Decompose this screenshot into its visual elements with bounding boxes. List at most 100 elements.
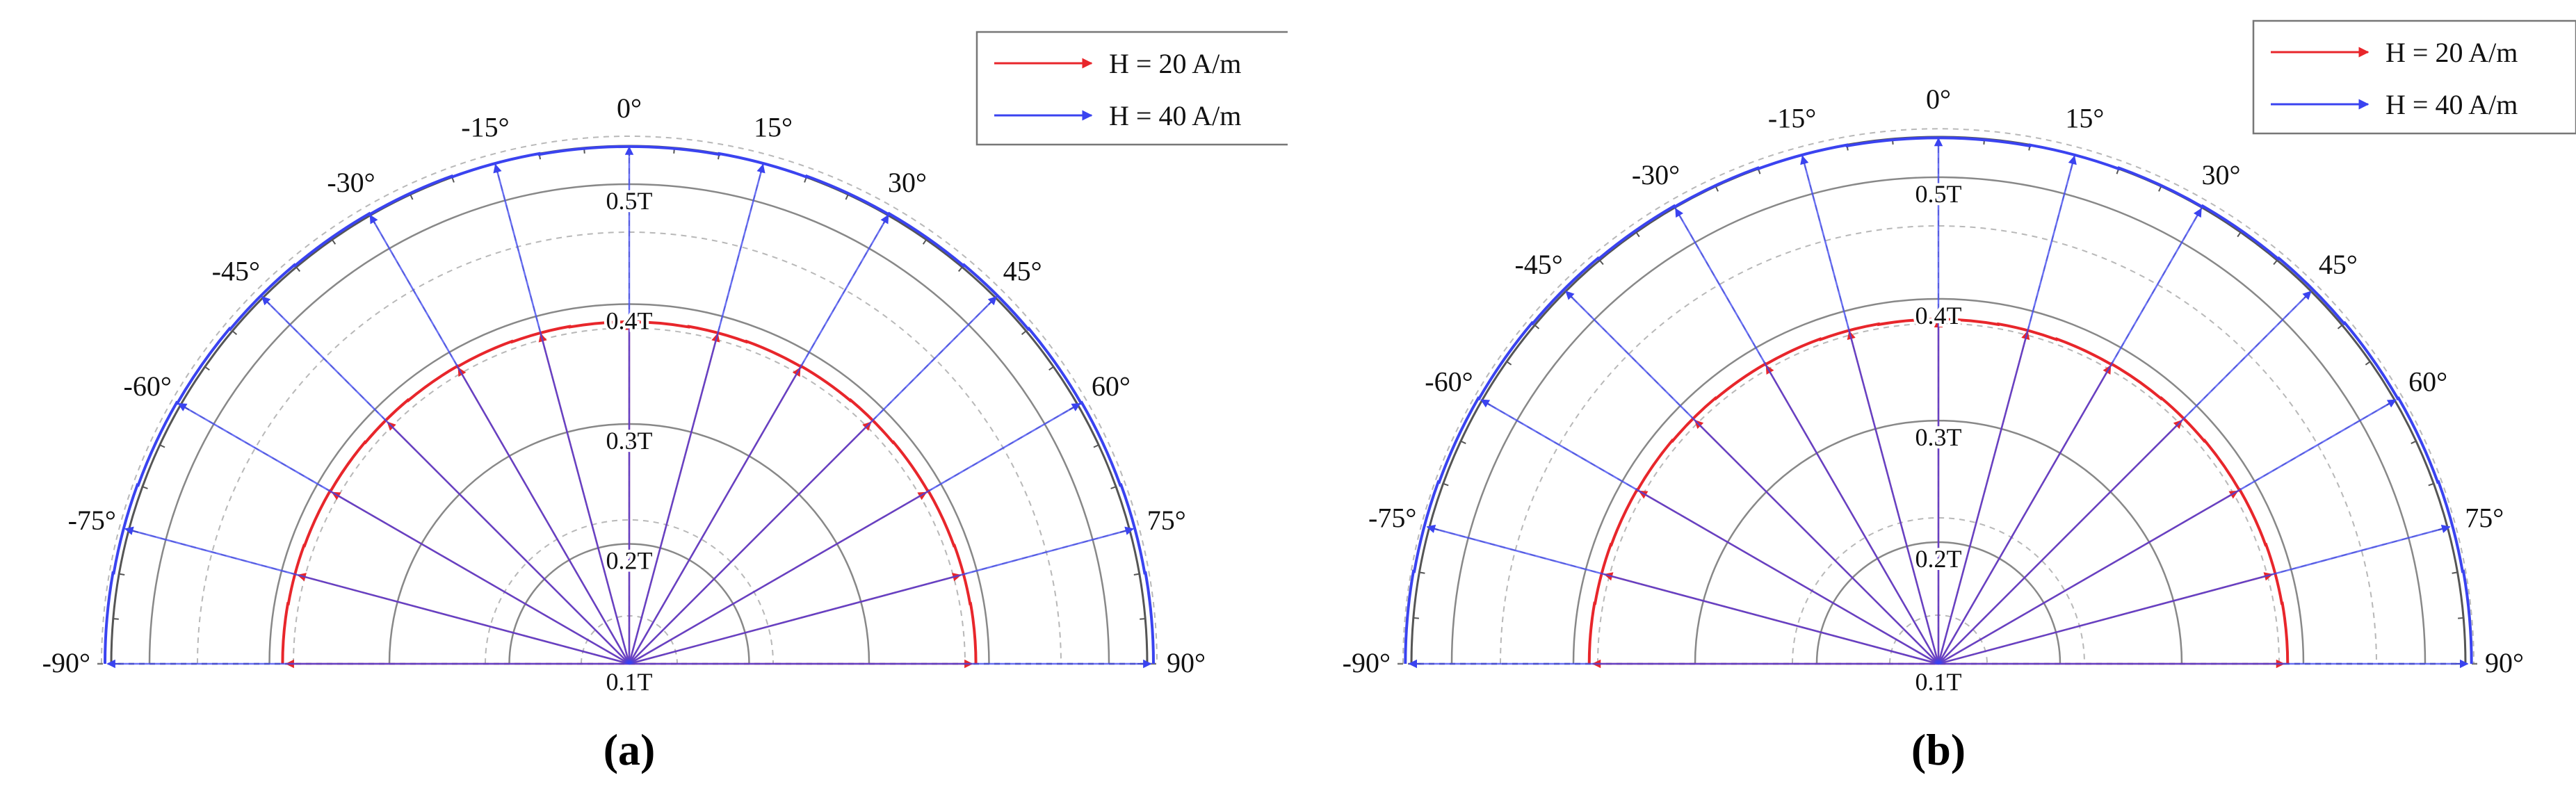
grid-ring-minor: [1402, 128, 2474, 664]
angle-tick-mark: [119, 573, 125, 576]
panel-label: (b): [1911, 725, 1966, 774]
angle-tick-label: -90°: [1343, 647, 1391, 678]
angle-tick-mark: [1715, 186, 1719, 192]
series-1-arrow: [629, 526, 1135, 665]
grid-ring-minor: [1792, 517, 2085, 664]
series-1-arrow: [1565, 291, 1939, 664]
angle-tick-mark: [2452, 571, 2458, 574]
angle-tick-label: 0°: [1926, 83, 1951, 115]
angle-tick-label: -90°: [42, 647, 90, 678]
angle-tick-mark: [1460, 440, 1466, 444]
panel-label: (a): [604, 725, 656, 774]
radial-tick-label: 0.1T: [1915, 668, 1962, 696]
angle-tick-mark: [2237, 231, 2242, 238]
series-1-arrow: [177, 402, 630, 665]
angle-tick-label: 90°: [1167, 647, 1206, 678]
grid-ring-minor: [1500, 225, 2377, 664]
angle-tick-label: 60°: [2408, 366, 2447, 398]
angle-tick-label: 75°: [1147, 505, 1186, 536]
series-1-arrow: [629, 402, 1081, 665]
angle-tick-label: 90°: [2485, 647, 2524, 678]
angle-tick-label: -60°: [1425, 366, 1473, 398]
angle-tick-mark: [922, 239, 927, 245]
series-1-arrow: [261, 295, 630, 664]
angle-tick-mark: [2458, 617, 2464, 619]
angle-tick-mark: [1506, 361, 1512, 366]
series-1-arrow: [493, 163, 631, 664]
angle-tick-mark: [957, 266, 963, 272]
series-1-arrow: [1800, 155, 1940, 664]
angle-tick-mark: [1133, 573, 1140, 576]
series-1-arrow: [1480, 399, 1939, 665]
radial-tick-label: 0.3T: [1915, 423, 1962, 451]
radial-tick-label: 0.1T: [606, 668, 653, 696]
angle-tick-label: -45°: [212, 255, 260, 286]
angle-tick-mark: [232, 330, 238, 336]
angle-tick-mark: [1419, 571, 1425, 574]
radial-tick-label: 0.5T: [606, 187, 653, 215]
polar-chart-a-svg: -90° -75° -60° -45° -30° -15° 0° 15° 30° 45° 60° 75…: [42, 31, 1288, 774]
angle-tick-label: 30°: [2202, 159, 2241, 190]
angle-tick-mark: [2365, 361, 2371, 366]
angle-tick-mark: [1048, 366, 1054, 371]
angle-tick-label: 60°: [1092, 370, 1131, 402]
polar-chart-a: -90° -75° -60° -45° -30° -15° 0° 15° 30° 45° 60° 75…: [42, 31, 1288, 774]
angle-tick-mark: [204, 366, 210, 371]
angle-tick-label: -30°: [1632, 159, 1680, 190]
angle-tick-mark: [1110, 486, 1117, 489]
angle-tick-mark: [1413, 617, 1419, 619]
angle-tick-mark: [295, 266, 301, 272]
angle-tick-label: 45°: [1003, 255, 1042, 286]
angle-tick-mark: [2411, 440, 2417, 444]
legend: H = 20 A/m H = 40 A/m: [2252, 19, 2576, 135]
series-1-arrow: [1937, 155, 2077, 664]
angle-tick-label: -75°: [1368, 503, 1416, 534]
angle-tick-label: 15°: [754, 111, 793, 142]
legend-label-0: H = 20 A/m: [1109, 48, 1241, 79]
angle-tick-label: 45°: [2319, 249, 2358, 280]
angle-tick-mark: [1599, 259, 1604, 266]
legend-label-1: H = 40 A/m: [2385, 89, 2518, 120]
angle-tick-label: -45°: [1514, 249, 1562, 280]
series-1: [103, 145, 1156, 669]
radial-tick-label: 0.4T: [606, 307, 653, 335]
angle-tick-mark: [142, 486, 148, 489]
angle-tick-mark: [1093, 444, 1099, 448]
legend-label-0: H = 20 A/m: [2385, 37, 2518, 68]
series-1-arrow: [628, 163, 765, 664]
angle-tick-mark: [2273, 259, 2278, 266]
legend-box: [975, 31, 1288, 146]
series-1-arrow: [1937, 208, 2203, 664]
legend: H = 20 A/m H = 40 A/m: [975, 31, 1288, 146]
angle-tick-mark: [331, 239, 337, 245]
radial-tick-label: 0.2T: [606, 547, 653, 575]
angle-tick-label: 15°: [2065, 103, 2104, 134]
radial-tick-label: 0.4T: [1915, 302, 1962, 329]
angle-tick-mark: [2428, 482, 2434, 487]
angle-tick-mark: [2158, 186, 2162, 192]
angle-tick-label: -75°: [68, 505, 116, 536]
angle-tick-label: 0°: [617, 92, 642, 124]
angle-tick-label: -15°: [1768, 103, 1816, 134]
angle-tick-label: 75°: [2465, 503, 2504, 534]
angle-tick-mark: [1635, 231, 1640, 238]
angle-tick-label: -15°: [461, 111, 509, 142]
polar-chart-b: -90° -75° -60° -45° -30° -15° 0° 15° 30° 45° 60° 75…: [1288, 0, 2576, 791]
angle-tick-mark: [1534, 325, 1540, 329]
legend-label-1: H = 40 A/m: [1109, 100, 1241, 131]
series-1-arrow: [124, 526, 630, 665]
series-1-arrow: [1938, 524, 2451, 665]
grid-ring-minor: [293, 327, 966, 664]
grid-ring-minor: [101, 136, 1158, 664]
legend-box: [2252, 19, 2576, 135]
angle-tick-mark: [159, 444, 165, 448]
series-1: [1404, 136, 2473, 669]
radial-tick-label: 0.3T: [606, 427, 653, 455]
angle-tick-mark: [1021, 330, 1027, 336]
series-1-arrow: [1938, 291, 2312, 664]
angle-tick-mark: [1443, 482, 1449, 487]
angle-tick-label: -60°: [124, 370, 172, 402]
series-1-arrow: [1426, 524, 1939, 665]
angle-tick-mark: [410, 194, 414, 200]
series-1-arrow: [628, 214, 889, 664]
